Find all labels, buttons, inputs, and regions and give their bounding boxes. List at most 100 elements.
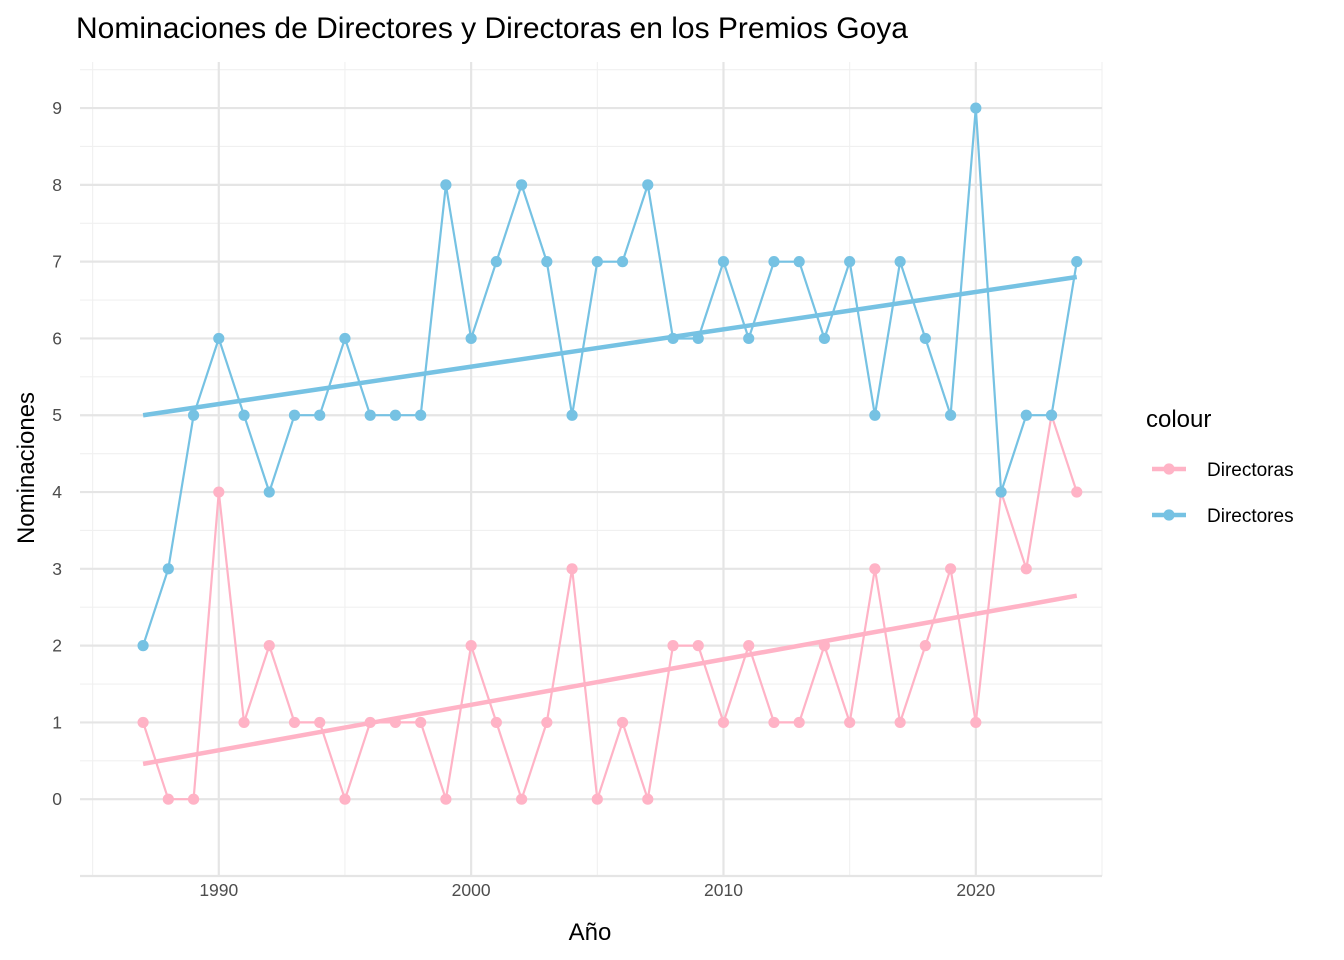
- y-tick-labels: 0 1 2 3 4 5 6 7 8 9: [52, 98, 62, 809]
- legend-swatch-point: [1163, 463, 1175, 475]
- data-point: [440, 793, 452, 805]
- y-tick-label: 4: [52, 482, 62, 502]
- data-point: [314, 716, 326, 729]
- data-point: [894, 256, 906, 268]
- data-point: [566, 563, 578, 575]
- y-tick-label: 7: [52, 252, 62, 272]
- data-point: [717, 716, 730, 729]
- data-point: [995, 486, 1007, 498]
- y-tick-label: 1: [52, 712, 62, 732]
- data-point: [541, 716, 553, 729]
- y-tick-label: 5: [52, 405, 62, 425]
- data-point: [1071, 486, 1083, 498]
- data-point: [869, 409, 881, 421]
- y-tick-label: 9: [52, 98, 62, 118]
- data-point: [440, 179, 452, 191]
- data-point: [137, 640, 149, 652]
- data-point: [238, 716, 250, 729]
- data-point: [793, 716, 805, 729]
- y-tick-label: 8: [52, 175, 62, 195]
- y-tick-label: 2: [52, 636, 62, 656]
- trend-line: [142, 274, 1078, 418]
- x-tick-label: 2010: [704, 880, 743, 900]
- data-point: [263, 640, 275, 652]
- data-point: [591, 793, 603, 805]
- data-point: [364, 716, 376, 729]
- data-point: [894, 716, 906, 729]
- series-layer: [137, 102, 1083, 805]
- data-point: [591, 256, 603, 268]
- data-point: [919, 332, 931, 345]
- data-point: [490, 716, 502, 729]
- data-point: [364, 409, 376, 421]
- data-point: [667, 332, 679, 345]
- data-point: [238, 409, 250, 421]
- legend-key-directoras: Directoras: [1152, 460, 1294, 481]
- data-point: [339, 793, 351, 805]
- data-point: [818, 640, 831, 652]
- data-point: [1045, 409, 1058, 421]
- legend-label: Directores: [1207, 506, 1294, 527]
- data-point: [516, 793, 528, 805]
- series-directoras: [137, 409, 1083, 805]
- data-point: [314, 409, 326, 421]
- legend: colour Directoras Directores: [1146, 406, 1294, 527]
- data-point: [541, 256, 553, 268]
- data-point: [389, 409, 402, 421]
- data-point: [667, 640, 679, 652]
- data-point: [970, 102, 982, 114]
- data-point: [642, 793, 654, 805]
- data-point: [415, 409, 427, 421]
- series-directores: [137, 102, 1083, 652]
- data-point: [490, 256, 502, 268]
- data-point: [389, 716, 402, 729]
- data-point: [263, 486, 275, 498]
- y-axis-title: Nominaciones: [13, 392, 40, 544]
- data-point: [919, 640, 931, 652]
- legend-swatch-point: [1163, 509, 1175, 521]
- legend-key-directores: Directores: [1152, 506, 1294, 527]
- data-point: [1020, 409, 1032, 421]
- y-tick-label: 6: [52, 328, 62, 348]
- data-point: [844, 716, 856, 729]
- data-point: [818, 332, 831, 345]
- data-point: [415, 716, 427, 729]
- data-point: [717, 256, 730, 268]
- data-point: [869, 563, 881, 575]
- chart-title: Nominaciones de Directores y Directoras …: [76, 12, 908, 45]
- data-point: [743, 640, 755, 652]
- data-point: [944, 409, 957, 421]
- data-point: [187, 793, 200, 805]
- data-point: [187, 409, 200, 421]
- data-point: [566, 409, 578, 421]
- data-point: [213, 332, 225, 345]
- data-point: [844, 256, 856, 268]
- data-point: [288, 409, 301, 421]
- data-point: [743, 332, 755, 345]
- data-point: [616, 716, 629, 729]
- y-tick-label: 3: [52, 559, 62, 579]
- data-point: [213, 486, 225, 498]
- data-point: [465, 332, 477, 345]
- data-point: [162, 563, 174, 575]
- data-point: [793, 256, 805, 268]
- data-point: [616, 256, 629, 268]
- data-point: [944, 563, 957, 575]
- legend-label: Directoras: [1207, 460, 1294, 481]
- x-tick-label: 2000: [452, 880, 491, 900]
- y-tick-label: 0: [52, 789, 62, 809]
- data-point: [288, 716, 301, 729]
- x-tick-label: 1990: [199, 880, 238, 900]
- trend-line: [142, 593, 1078, 767]
- data-point: [162, 793, 174, 805]
- data-point: [1020, 563, 1032, 575]
- legend-keys: Directoras Directores: [1152, 460, 1294, 527]
- data-point: [339, 332, 351, 345]
- data-point: [1071, 256, 1083, 268]
- data-point: [768, 716, 780, 729]
- data-point: [970, 716, 982, 729]
- data-point: [137, 716, 149, 729]
- data-point: [642, 179, 654, 191]
- x-tick-label: 2020: [956, 880, 995, 900]
